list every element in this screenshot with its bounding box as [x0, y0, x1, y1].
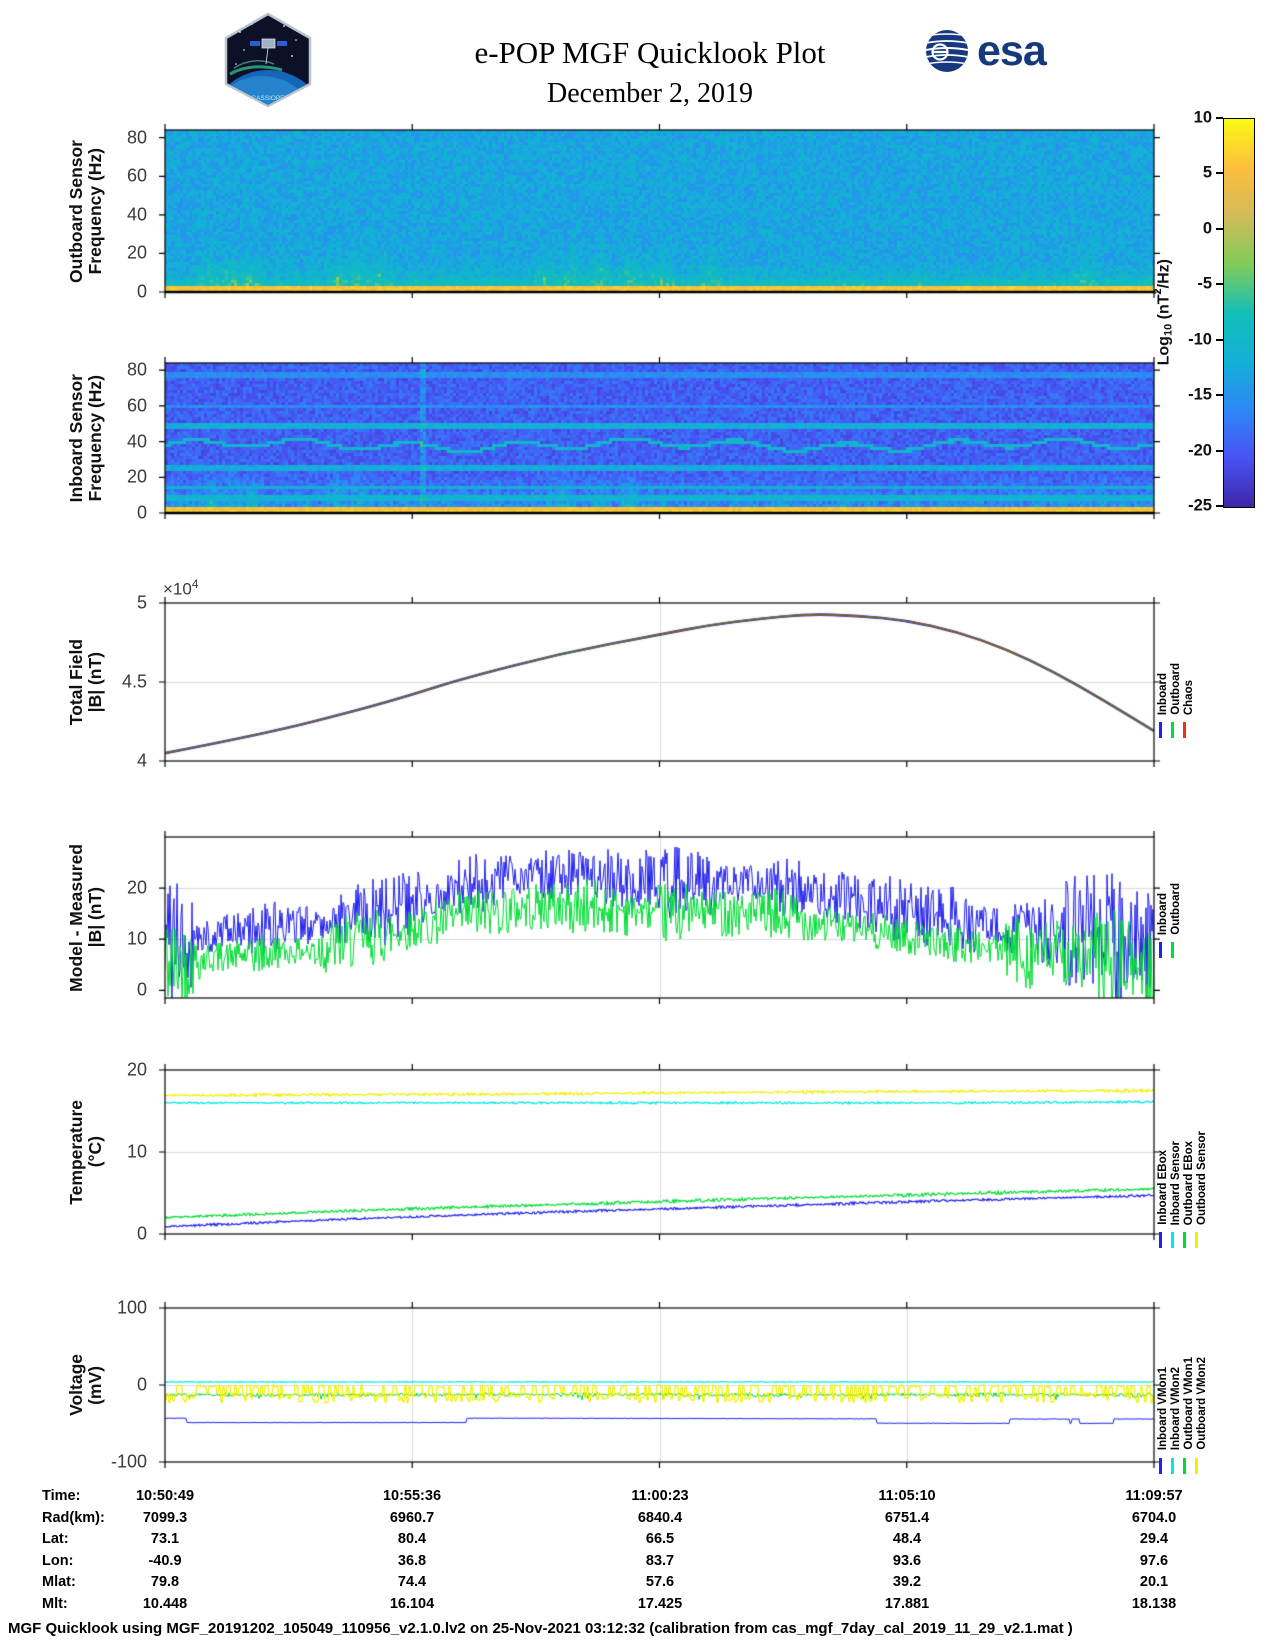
page-title: e-POP MGF Quicklook Plot — [474, 35, 826, 70]
colorbar-tick — [1216, 449, 1223, 452]
y-axis-multiplier: ×104 — [163, 577, 199, 599]
legend-mark-inboard — [1159, 722, 1162, 738]
legend-temperature: Inboard EBox Inboard Sensor Outboard EBo… — [1157, 1131, 1209, 1225]
legend-marks-total-field — [1159, 722, 1186, 738]
legend-mark-inboard-ebox — [1159, 1232, 1162, 1248]
legend-mark-outboard — [1171, 942, 1174, 958]
footer-note: MGF Quicklook using MGF_20191202_105049_… — [8, 1620, 1073, 1637]
legend-mark-inboard-vmon1 — [1159, 1458, 1162, 1474]
legend-mark-outboard-sensor — [1195, 1232, 1198, 1248]
legend-mark-outboard-vmon2 — [1195, 1458, 1198, 1474]
legend-mark-chaos — [1183, 722, 1186, 738]
figure-title-block: e-POP MGF Quicklook Plot December 2, 201… — [275, 34, 1025, 111]
yticks-total-field: 5 4.5 4 — [121, 592, 147, 771]
yticks-voltage: 100 0 -100 — [110, 1297, 147, 1472]
colorbar-tick — [1216, 394, 1223, 397]
colorbar — [1223, 118, 1255, 508]
page-date: December 2, 2019 — [546, 78, 754, 110]
legend-mark-inboard — [1159, 942, 1162, 958]
colorbar-tick-labels: 10 5 0 -5 -10 -15 -20 -25 — [1188, 108, 1212, 515]
legend-mark-outboard-vmon1 — [1183, 1458, 1186, 1474]
colorbar-tick — [1216, 227, 1223, 230]
cassiope-mission-patch-icon: CASSIOPE — [224, 12, 312, 108]
legend-marks-voltage — [1159, 1458, 1198, 1474]
mission-patch-text: CASSIOPE — [251, 95, 285, 102]
legend-mark-outboard-ebox — [1183, 1232, 1186, 1248]
yticks-temperature: 20 10 0 — [126, 1059, 147, 1244]
panel-total-field — [157, 595, 1162, 769]
panel-model-measured — [157, 829, 1162, 1006]
panel-inboard-spectrogram — [157, 355, 1162, 521]
esa-globe-icon — [926, 30, 968, 72]
panel-voltage — [157, 1300, 1162, 1470]
colorbar-tick — [1216, 338, 1223, 341]
yticks-outboard-spectrogram: 80 60 40 20 0 — [126, 127, 147, 302]
legend-marks-model-measured — [1159, 942, 1174, 958]
legend-model-measured: Inboard Outboard — [1157, 883, 1183, 935]
panel-outboard-spectrogram — [157, 122, 1162, 300]
legend-marks-temperature — [1159, 1232, 1198, 1248]
legend-mark-outboard — [1171, 722, 1174, 738]
legend-mark-inboard-sensor — [1171, 1232, 1174, 1248]
yticks-inboard-spectrogram: 80 60 40 20 0 — [126, 359, 147, 523]
legend-mark-inboard-vmon2 — [1171, 1458, 1174, 1474]
legend-voltage: Inboard VMon1 Inboard VMon2 Outboard VMo… — [1157, 1357, 1209, 1450]
yticks-model-measured: 20 10 0 — [126, 877, 147, 1000]
colorbar-tick — [1216, 117, 1223, 119]
esa-wordmark: esa — [977, 26, 1047, 75]
colorbar-tick — [1216, 283, 1223, 286]
colorbar-tick — [1216, 172, 1223, 175]
legend-total-field: Inboard Outboard Chaos — [1157, 663, 1196, 715]
colorbar-tick — [1216, 505, 1223, 507]
panel-temperature — [157, 1062, 1162, 1242]
esa-logo: esa — [923, 26, 1047, 75]
